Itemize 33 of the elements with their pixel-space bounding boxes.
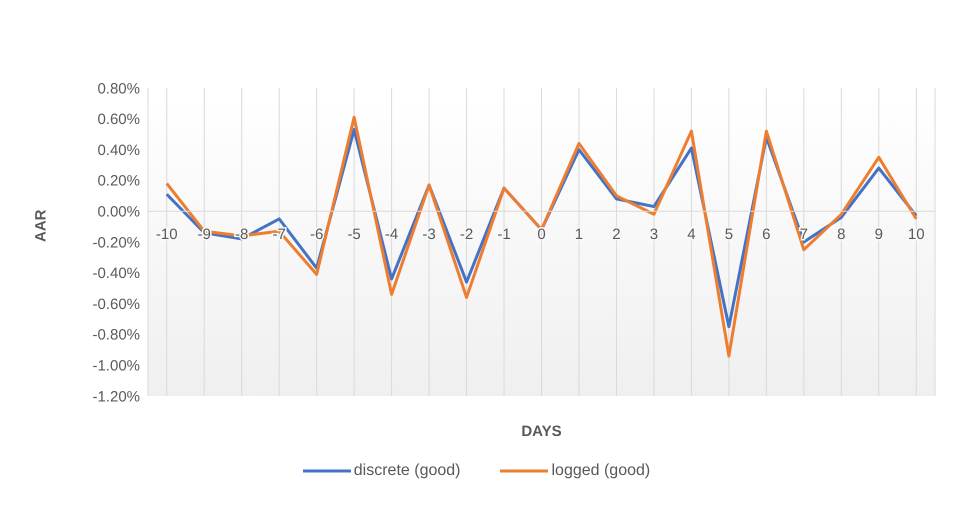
y-tick-label: -1.20% xyxy=(92,388,140,406)
x-tick-label: -6 xyxy=(310,226,324,244)
y-tick-label: -0.60% xyxy=(92,296,140,313)
x-tick-label: 1 xyxy=(574,226,584,244)
y-tick-label: 0.20% xyxy=(97,172,140,190)
legend-label: discrete (good) xyxy=(354,462,460,480)
y-tick-label: -1.00% xyxy=(92,358,140,375)
y-tick-label: -0.80% xyxy=(92,326,140,344)
x-tick-label: 8 xyxy=(837,226,846,244)
x-tick-label: -10 xyxy=(156,226,178,244)
x-tick-label: 9 xyxy=(874,226,883,244)
x-tick-label: -8 xyxy=(235,226,248,244)
y-axis-title: AAR xyxy=(32,209,50,242)
legend-label: logged (good) xyxy=(551,462,650,480)
y-tick-label: 0.60% xyxy=(97,111,140,128)
x-tick-label: -4 xyxy=(384,226,398,244)
x-tick-label: 5 xyxy=(724,226,734,244)
x-tick-label: 6 xyxy=(762,226,771,244)
y-tick-label: -0.40% xyxy=(92,265,140,282)
x-tick-label: -3 xyxy=(422,226,436,244)
x-tick-label: -2 xyxy=(460,226,474,244)
y-tick-label: -0.20% xyxy=(92,234,140,252)
x-tick-label: 0 xyxy=(537,226,546,244)
x-tick-label: -1 xyxy=(497,226,511,244)
x-tick-label: 10 xyxy=(908,226,925,244)
x-tick-label: 3 xyxy=(650,226,658,244)
x-tick-label: 4 xyxy=(687,226,696,244)
x-tick-label: -5 xyxy=(347,226,361,244)
x-axis-title: DAYS xyxy=(521,423,562,440)
y-tick-label: 0.40% xyxy=(97,142,140,159)
x-tick-label: 2 xyxy=(612,226,621,244)
y-tick-label: 0.80% xyxy=(97,80,140,98)
y-tick-label: 0.00% xyxy=(97,204,140,221)
